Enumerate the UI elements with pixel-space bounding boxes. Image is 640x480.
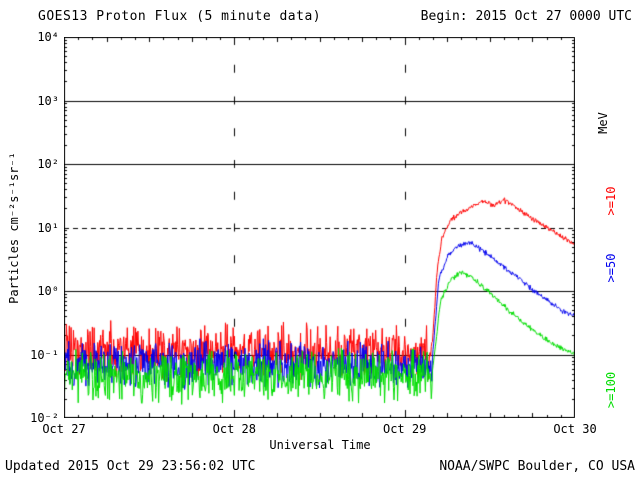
y-tick-label: 10⁻¹: [30, 347, 59, 362]
series-label-10: >=10: [604, 186, 618, 216]
begin-timestamp: Begin: 2015 Oct 27 0000 UTC: [420, 9, 632, 24]
y-tick-label: 10²: [37, 157, 59, 171]
chart-title: GOES13 Proton Flux (5 minute data): [38, 9, 322, 24]
series-label-50: >=50: [604, 253, 618, 283]
x-tick-label: Oct 27: [42, 422, 86, 436]
series-label-MeV: MeV: [596, 112, 610, 134]
x-axis-title: Universal Time: [269, 438, 371, 452]
y-tick-label: 10⁴: [37, 30, 59, 44]
x-tick-label: Oct 29: [382, 422, 427, 436]
x-tick-label: Oct 28: [212, 422, 257, 436]
updated-timestamp: Updated 2015 Oct 29 23:56:02 UTC: [5, 459, 256, 474]
series-label-100: >=100: [604, 371, 618, 409]
source-attribution: NOAA/SWPC Boulder, CO USA: [439, 459, 635, 474]
y-tick-label: 10⁻²: [30, 411, 59, 425]
y-tick-label: 10⁰: [37, 284, 59, 298]
x-tick-label: Oct 30: [553, 422, 597, 436]
proton-flux-chart: [64, 37, 575, 418]
y-tick-label: 10¹: [37, 220, 59, 235]
y-tick-label: 10³: [37, 93, 59, 108]
